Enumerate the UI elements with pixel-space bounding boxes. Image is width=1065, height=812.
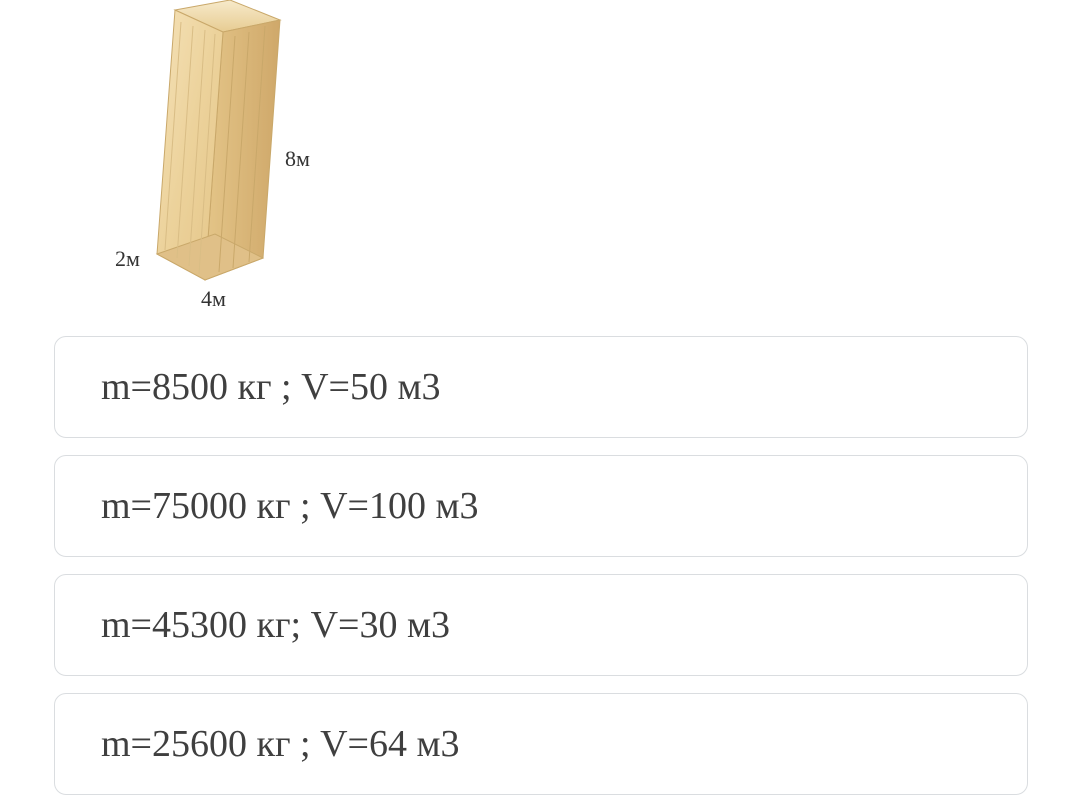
option-4-text: m=25600 кг ; V=64 м3: [101, 722, 460, 766]
quiz-container: 8м 2м 4м m=8500 кг ; V=50 м3 m=75000 кг …: [0, 0, 1065, 803]
option-3[interactable]: m=45300 кг; V=30 м3: [54, 574, 1028, 676]
dim-width-label: 2м: [115, 246, 140, 272]
dim-height-label: 8м: [285, 146, 310, 172]
option-1[interactable]: m=8500 кг ; V=50 м3: [54, 336, 1028, 438]
option-4[interactable]: m=25600 кг ; V=64 м3: [54, 693, 1028, 795]
option-3-text: m=45300 кг; V=30 м3: [101, 603, 450, 647]
option-2[interactable]: m=75000 кг ; V=100 м3: [54, 455, 1028, 557]
options-list: m=8500 кг ; V=50 м3 m=75000 кг ; V=100 м…: [54, 336, 1028, 812]
wood-block-svg: [115, 0, 345, 320]
wood-block-diagram: 8м 2м 4м: [115, 0, 345, 320]
option-1-text: m=8500 кг ; V=50 м3: [101, 365, 441, 409]
option-2-text: m=75000 кг ; V=100 м3: [101, 484, 479, 528]
dim-depth-label: 4м: [201, 286, 226, 312]
